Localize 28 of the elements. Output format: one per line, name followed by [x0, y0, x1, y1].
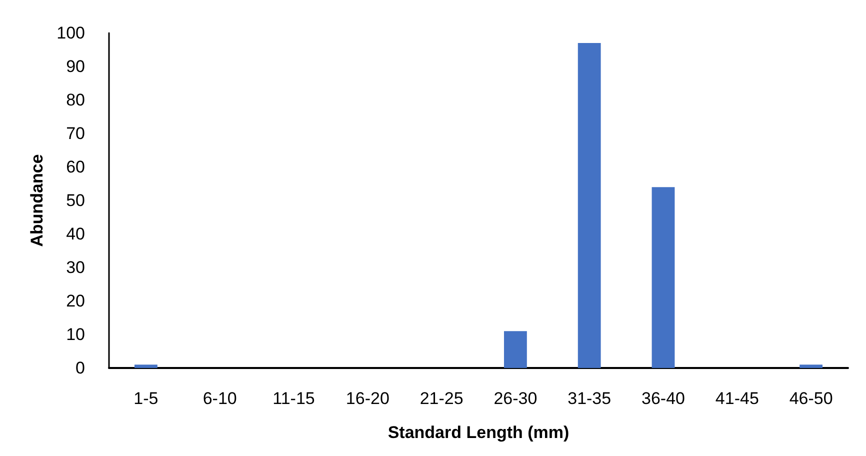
bar [800, 364, 823, 368]
y-tick-label: 30 [66, 258, 85, 277]
bar [652, 187, 675, 368]
y-tick-label: 70 [66, 124, 85, 143]
x-tick-label: 31-35 [568, 389, 612, 408]
y-tick-label: 60 [66, 158, 85, 176]
x-tick-label: 46-50 [789, 389, 833, 408]
x-tick-label: 11-15 [272, 389, 315, 408]
x-tick-label: 16-20 [346, 389, 390, 408]
y-axis-title: Abundance [28, 154, 47, 247]
y-tick-label: 80 [66, 90, 85, 110]
x-tick-label: 6-10 [202, 389, 237, 408]
y-tick-label: 20 [66, 292, 85, 310]
x-tick-label: 26-30 [494, 389, 538, 408]
y-tick-label: 100 [56, 24, 85, 42]
x-tick-label: 41-45 [715, 389, 759, 408]
y-tick-label: 10 [66, 325, 85, 344]
bar [134, 364, 158, 368]
x-tick-label: 1-5 [134, 389, 158, 408]
x-axis-title: Standard Length (mm) [388, 423, 570, 442]
y-tick-label: 0 [76, 358, 85, 378]
bar [578, 43, 601, 368]
x-tick-label: 36-40 [642, 389, 685, 408]
bar [504, 331, 527, 368]
y-tick-label: 50 [66, 191, 85, 210]
x-tick-label: 21-25 [420, 389, 464, 408]
y-tick-label: 40 [66, 224, 85, 244]
y-tick-label: 90 [66, 57, 85, 76]
